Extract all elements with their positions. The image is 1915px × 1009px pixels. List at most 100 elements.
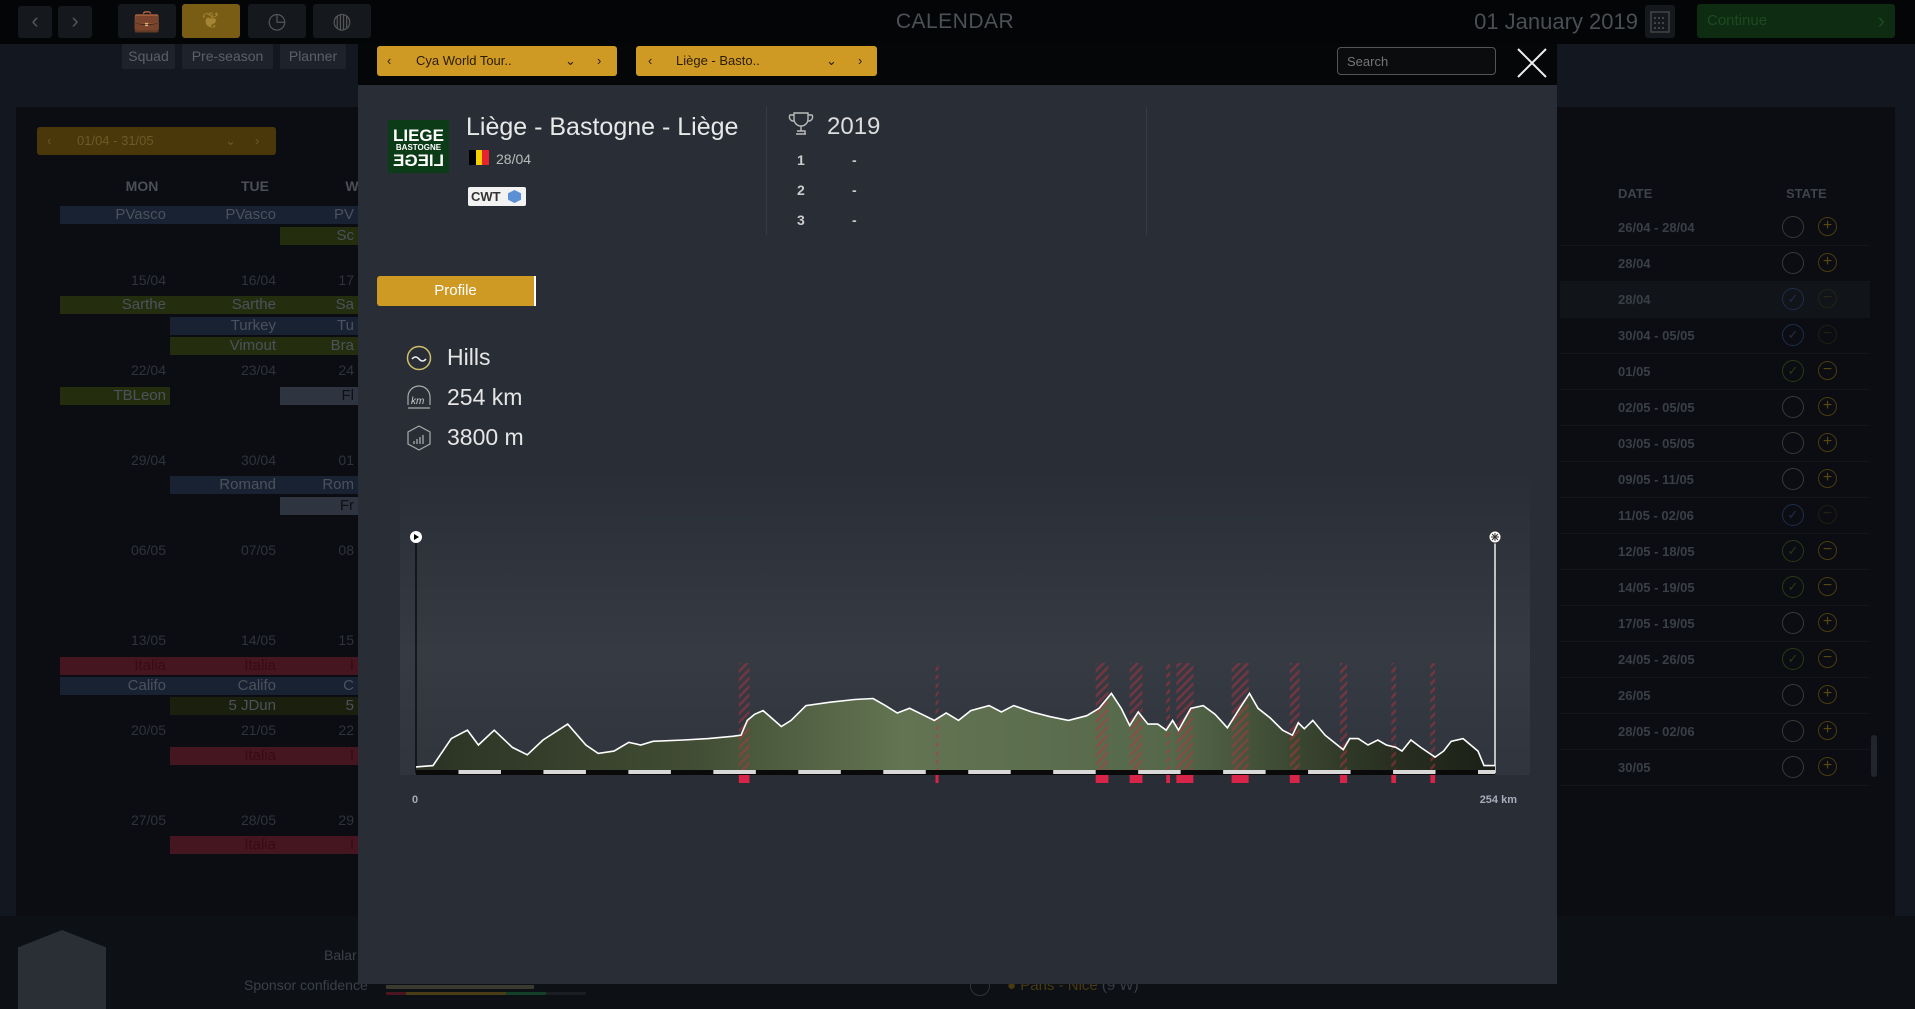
climb-marker[interactable]: [1430, 775, 1436, 783]
calendar-event[interactable]: 5: [280, 697, 358, 715]
race-row[interactable]: 30/05 +: [1560, 750, 1870, 786]
close-button[interactable]: [1514, 45, 1550, 81]
remove-icon[interactable]: −: [1818, 505, 1837, 524]
climb-marker[interactable]: [738, 775, 750, 783]
calendar-event[interactable]: Turkey: [170, 317, 280, 335]
subtab-pre-season[interactable]: Pre-season: [182, 44, 273, 69]
climb-marker[interactable]: [1166, 775, 1171, 783]
calendar-event[interactable]: Rom: [280, 476, 358, 494]
empty-circle-icon[interactable]: [1782, 720, 1804, 742]
race-row[interactable]: 12/05 - 18/05 ✓ −: [1560, 534, 1870, 570]
climb-marker[interactable]: [1095, 775, 1109, 783]
climb-marker[interactable]: [1176, 775, 1194, 783]
add-icon[interactable]: +: [1818, 217, 1837, 236]
remove-icon[interactable]: −: [1818, 577, 1837, 596]
calendar-event[interactable]: Fr: [280, 497, 358, 515]
calendar-event[interactable]: Italia: [170, 836, 280, 854]
remove-icon[interactable]: −: [1818, 649, 1837, 668]
circuit-dropdown[interactable]: ‹ Cya World Tour.. ⌄ ›: [377, 46, 617, 76]
add-icon[interactable]: +: [1818, 757, 1837, 776]
calendar-event[interactable]: 5 JDun: [170, 697, 280, 715]
check-icon[interactable]: ✓: [1782, 288, 1804, 310]
climb-marker[interactable]: [1391, 775, 1397, 783]
chevron-left-icon[interactable]: ‹: [387, 53, 392, 68]
empty-circle-icon[interactable]: [1782, 756, 1804, 778]
calendar-event[interactable]: I: [280, 836, 358, 854]
column-header-date[interactable]: DATE: [1618, 186, 1653, 201]
calendar-event[interactable]: PVasco: [170, 206, 280, 224]
race-dropdown[interactable]: ‹ Liège - Basto.. ⌄ ›: [636, 46, 877, 76]
globe-tool-button[interactable]: ◍: [313, 4, 371, 38]
race-row[interactable]: 26/05 +: [1560, 678, 1870, 714]
back-button[interactable]: ‹: [18, 6, 52, 38]
race-row[interactable]: 02/05 - 05/05 +: [1560, 390, 1870, 426]
check-icon[interactable]: ✓: [1782, 576, 1804, 598]
subtab-squad[interactable]: Squad: [122, 44, 175, 69]
race-row[interactable]: 30/04 - 05/05 ✓ −: [1560, 318, 1870, 354]
calendar-event[interactable]: C: [280, 677, 358, 695]
calendar-event[interactable]: Italia: [60, 657, 170, 675]
empty-circle-icon[interactable]: [1782, 396, 1804, 418]
add-icon[interactable]: +: [1818, 613, 1837, 632]
empty-circle-icon[interactable]: [1782, 216, 1804, 238]
calendar-event[interactable]: Bra: [280, 337, 358, 355]
race-row[interactable]: 09/05 - 11/05 +: [1560, 462, 1870, 498]
climb-marker[interactable]: [935, 775, 939, 783]
calendar-event[interactable]: Califo: [170, 677, 280, 695]
calendar-event[interactable]: Fl: [280, 387, 358, 405]
chevron-right-icon[interactable]: ›: [597, 53, 602, 68]
add-icon[interactable]: +: [1818, 469, 1837, 488]
race-row[interactable]: 28/04 +: [1560, 246, 1870, 282]
team-tool-button[interactable]: ❦: [182, 4, 240, 38]
remove-icon[interactable]: −: [1818, 541, 1837, 560]
race-row[interactable]: 28/04 ✓ −: [1560, 282, 1870, 318]
race-row[interactable]: 28/05 - 02/06 +: [1560, 714, 1870, 750]
calendar-event[interactable]: Italia: [170, 657, 280, 675]
scrollbar[interactable]: [1871, 735, 1877, 777]
calendar-event[interactable]: Vimout: [170, 337, 280, 355]
calendar-event[interactable]: TBLeon: [60, 387, 170, 405]
add-icon[interactable]: +: [1818, 397, 1837, 416]
climb-marker[interactable]: [1231, 775, 1249, 783]
calendar-event[interactable]: Romand: [170, 476, 280, 494]
empty-circle-icon[interactable]: [1782, 612, 1804, 634]
add-icon[interactable]: +: [1818, 433, 1837, 452]
chevron-left-icon[interactable]: ‹: [648, 53, 653, 68]
calendar-event[interactable]: Sa: [280, 296, 358, 314]
empty-circle-icon[interactable]: [1782, 432, 1804, 454]
calendar-event[interactable]: I: [280, 747, 358, 765]
team-jersey[interactable]: [18, 930, 106, 1009]
date-range-selector[interactable]: ‹ 01/04 - 31/05 ⌄ ›: [37, 127, 276, 155]
calendar-event[interactable]: Tu: [280, 317, 358, 335]
calendar-event[interactable]: I: [280, 657, 358, 675]
climb-marker[interactable]: [1289, 775, 1300, 783]
calendar-event[interactable]: Sc: [280, 227, 358, 245]
check-icon[interactable]: ✓: [1782, 648, 1804, 670]
remove-icon[interactable]: −: [1818, 325, 1837, 344]
check-icon[interactable]: ✓: [1782, 540, 1804, 562]
add-icon[interactable]: +: [1818, 253, 1837, 272]
empty-circle-icon[interactable]: [1782, 468, 1804, 490]
briefcase-tool-button[interactable]: 💼: [118, 4, 176, 38]
empty-circle-icon[interactable]: [1782, 252, 1804, 274]
remove-icon[interactable]: −: [1818, 361, 1837, 380]
subtab-planner[interactable]: Planner: [280, 44, 346, 69]
add-icon[interactable]: +: [1818, 685, 1837, 704]
race-row[interactable]: 03/05 - 05/05 +: [1560, 426, 1870, 462]
race-row[interactable]: 24/05 - 26/05 ✓ −: [1560, 642, 1870, 678]
add-icon[interactable]: +: [1818, 721, 1837, 740]
empty-circle-icon[interactable]: [1782, 684, 1804, 706]
race-row[interactable]: 11/05 - 02/06 ✓ −: [1560, 498, 1870, 534]
climb-marker[interactable]: [1129, 775, 1143, 783]
calendar-icon[interactable]: [1645, 5, 1675, 38]
climb-marker[interactable]: [1339, 775, 1348, 783]
check-icon[interactable]: ✓: [1782, 504, 1804, 526]
calendar-event[interactable]: Califo: [60, 677, 170, 695]
calendar-event[interactable]: Sarthe: [170, 296, 280, 314]
forward-button[interactable]: ›: [58, 6, 92, 38]
remove-icon[interactable]: −: [1818, 289, 1837, 308]
tab-profile[interactable]: Profile: [377, 276, 536, 306]
column-header-state[interactable]: STATE: [1786, 186, 1827, 201]
calendar-event[interactable]: Italia: [170, 747, 280, 765]
search-input[interactable]: [1337, 47, 1496, 75]
